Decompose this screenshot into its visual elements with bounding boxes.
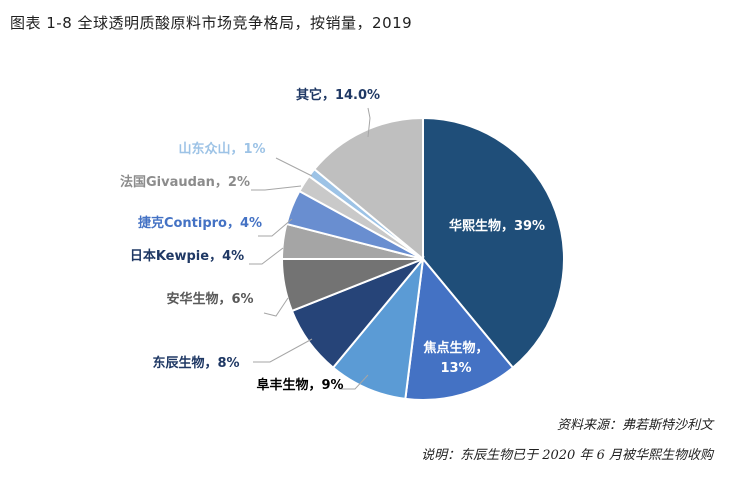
pie-slice — [331, 255, 425, 401]
slice-label: 其它，14.0% — [296, 87, 380, 103]
leader-line — [253, 338, 313, 363]
pie-slice — [312, 116, 424, 262]
leader-line — [275, 157, 313, 177]
leader-line — [339, 374, 369, 390]
slice-label: 东辰生物，8% — [152, 355, 239, 371]
remark-note: 说明：东辰生物已于 2020 年 6 月被华熙生物收购 — [421, 448, 713, 463]
slice-label: 捷克Contipro，4% — [138, 215, 262, 231]
leader-line — [258, 218, 293, 237]
slice-label: 阜丰生物，9% — [256, 377, 343, 393]
chart-title: 图表 1-8 全球透明质酸原料市场竞争格局，按销量，2019 — [10, 14, 413, 32]
leader-line — [251, 185, 302, 191]
slice-label: 法国Givaudan，2% — [120, 174, 250, 190]
slice-label: 安华生物，6% — [166, 291, 253, 307]
leader-line — [249, 247, 284, 265]
leader-line — [263, 297, 289, 317]
slice-label: 山东众山，1% — [178, 141, 265, 157]
slice-label: 华熙生物，39% — [449, 218, 545, 234]
slice-label: 焦点生物， 13% — [422, 340, 488, 376]
leader-line — [367, 107, 371, 138]
slice-label: 日本Kewpie，4% — [130, 248, 244, 264]
pie-slice — [404, 256, 515, 401]
source-note: 资料来源：弗若斯特沙利文 — [556, 418, 713, 433]
pie-slice — [422, 116, 565, 370]
